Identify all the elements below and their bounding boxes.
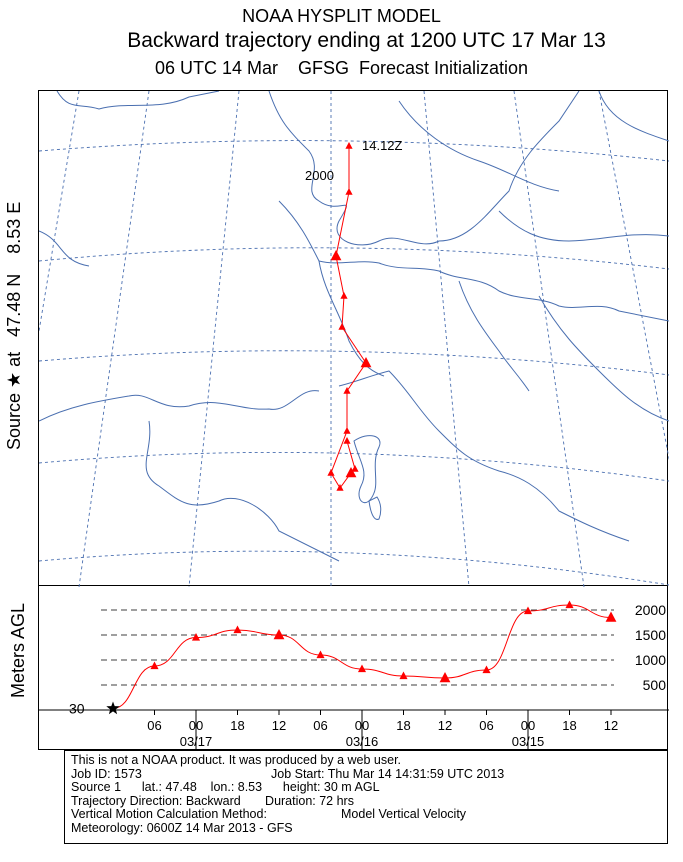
vertical-method-label: Vertical Motion Calculation Method: [71,807,267,821]
source-location-label: Source ★ at 47.48 N 8.53 E [4,201,24,450]
altitude-point [150,661,159,670]
altitude-panel: 2000 1500 1000 500 06 00 18 12 06 00 18 12 06 00 18 12 0… [38,586,669,750]
border [538,295,670,422]
vertical-method-value: Model Vertical Velocity [341,807,467,821]
map-height-label: 2000 [305,168,334,183]
border [318,260,385,377]
x-tick-label: 18 [562,718,576,733]
longitude-line [28,90,80,392]
longitude-line [513,90,585,588]
start-height-label: 30 [69,701,85,717]
coastline [338,370,630,542]
coastline [38,390,320,422]
y-tick-label: 2000 [635,602,666,618]
y-axis-label: Meters AGL [8,602,28,698]
map-panel: 14.12Z 2000 [28,90,680,588]
x-tick-label: 12 [272,718,286,733]
altitude-point [565,600,574,609]
border [498,210,670,242]
job-id: Job ID: 1573 [71,766,142,781]
lat-lon-grid [28,90,680,588]
latitude-line [38,350,670,376]
map-trajectory-point [345,142,353,149]
x-tick-label: 06 [147,718,161,733]
altitude-point [191,633,201,641]
map-trajectory-point [340,292,348,299]
altitude-point [482,665,491,674]
y-tick-label: 1500 [635,627,666,643]
longitude-line [78,90,150,588]
altitude-point [233,625,242,634]
map-trajectory-point [345,188,353,195]
map-trajectory-point [360,357,372,368]
map-end-label: 14.12Z [362,138,403,153]
meteorology-info: Meteorology: 0600Z 14 Mar 2013 - GFS [71,820,293,835]
x-tick-label: 18 [396,718,410,733]
source-star-marker [106,701,120,715]
longitude-line [188,90,240,588]
date-label: 03/15 [512,734,545,749]
map-trajectory-point [330,250,342,261]
date-label: 03/16 [346,734,379,749]
altitude-point [357,664,367,673]
title-line-3: 06 UTC 14 Mar GFSG Forecast Initializati… [154,58,529,78]
direction-info: Trajectory Direction: Backward Duration:… [71,793,354,808]
x-tick-label: 06 [313,718,327,733]
map-trajectory-point [343,387,351,394]
x-tick-label: 06 [479,718,493,733]
altitude-point [273,629,285,640]
map-trajectory-point [345,467,357,478]
x-tick-label: 12 [438,718,452,733]
map-trajectory-point [343,427,351,434]
map-trajectory-point [351,465,359,472]
y-tick-label: 500 [643,677,667,693]
coastline [353,435,381,504]
source-info: Source 1 lat.: 47.48 lon.: 8.53 height: … [71,780,380,794]
longitude-line [423,90,470,588]
map-trajectory [327,142,372,491]
border [458,280,530,392]
altitude-series-line [112,604,612,709]
coastline [38,230,90,267]
date-label: 03/17 [180,734,213,749]
longitude-line [598,90,680,512]
coastline [598,90,670,142]
coastline [145,420,340,562]
latitude-line [38,550,670,586]
altitude-point [523,606,533,615]
disclaimer-text: This is not a NOAA product. It was produ… [71,753,402,767]
altitude-point [399,671,408,680]
coastline [56,90,220,110]
vertical-method-line: Vertical Motion Calculation Method: Mode… [71,807,667,822]
map-trajectory-point [327,469,335,476]
info-box: This is not a NOAA product. It was produ… [64,750,668,844]
latitude-line [38,140,670,162]
coastline [268,90,580,246]
altitude-point [439,672,451,683]
border [278,200,670,322]
map-trajectory-point [336,484,344,491]
title-line-1: NOAA HYSPLIT MODEL [242,6,441,26]
latitude-line [38,451,670,482]
job-start: Job Start: Thu Mar 14 14:31:59 UTC 2013 [271,766,505,781]
map-svg: 14.12Z 2000 [28,90,680,588]
border [398,100,560,192]
x-tick-label: 12 [604,718,618,733]
altitude-point [316,650,325,659]
map-trajectory-point [343,437,351,444]
map-trajectory-line [330,146,367,489]
y-tick-label: 1000 [635,652,666,668]
x-tick-label: 18 [230,718,244,733]
latitude-line [38,247,670,270]
title-line-2: Backward trajectory ending at 1200 UTC 1… [127,29,606,52]
altitude-point [605,611,617,622]
map-trajectory-point [338,323,346,330]
job-line: Job ID: 1573 Job Start: Thu Mar 14 14:31… [71,766,667,782]
coastline [368,496,382,520]
coastlines-borders [38,90,670,562]
